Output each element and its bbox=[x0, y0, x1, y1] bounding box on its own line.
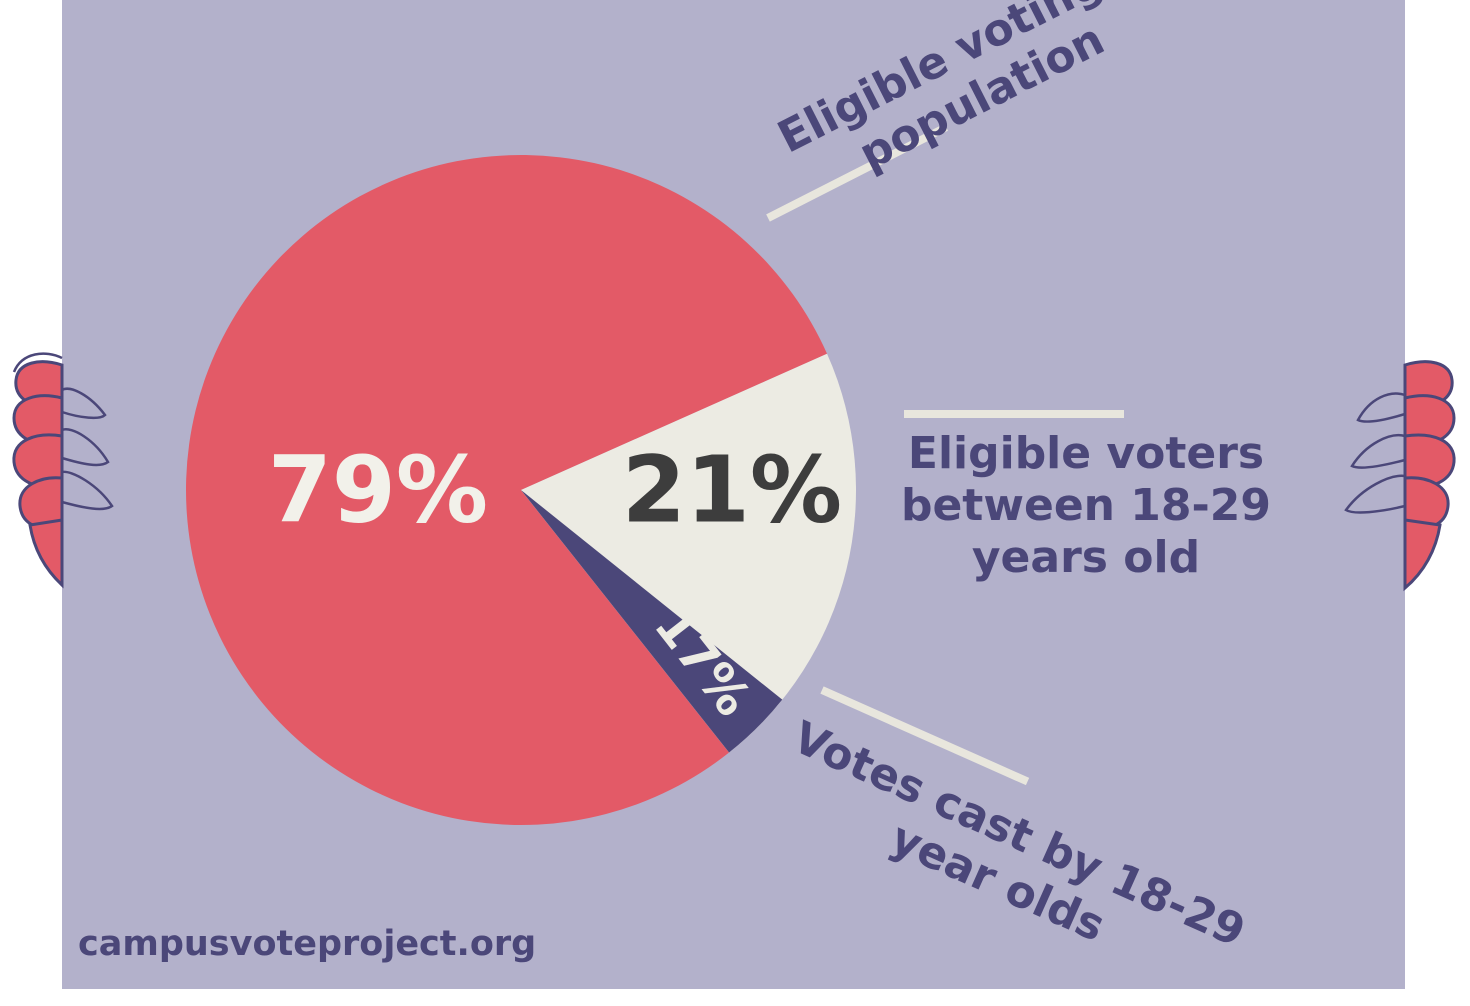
pie-label-eligible-young: 21% bbox=[622, 436, 842, 543]
pie-label-eligible-population: 79% bbox=[268, 436, 488, 543]
pie-slice-eligible-population bbox=[186, 155, 828, 826]
pie-slice-eligible-young bbox=[521, 353, 857, 753]
annotation-line: years old bbox=[971, 531, 1201, 583]
annotation-line: between 18-29 bbox=[900, 479, 1272, 531]
annotation-eligible-young: Eligible voters between 18-29 years old bbox=[886, 428, 1286, 584]
annotation-line: Eligible voters bbox=[907, 428, 1265, 479]
website-link[interactable]: campusvoteproject.org bbox=[78, 924, 537, 964]
pie-slice-votes-cast bbox=[521, 490, 783, 753]
annotation-rule-young bbox=[904, 410, 1124, 418]
